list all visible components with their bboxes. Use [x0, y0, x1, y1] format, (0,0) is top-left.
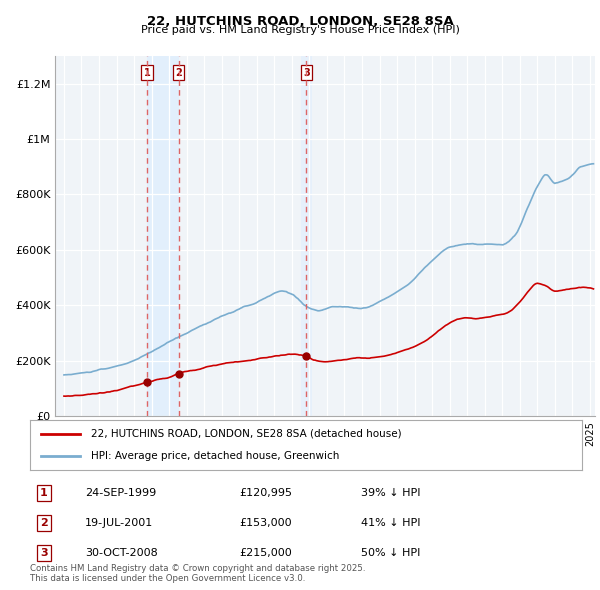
Text: 1: 1 [40, 488, 47, 498]
Text: 2: 2 [175, 68, 182, 78]
Bar [147, 56, 179, 416]
Text: 22, HUTCHINS ROAD, LONDON, SE28 8SA: 22, HUTCHINS ROAD, LONDON, SE28 8SA [146, 15, 454, 28]
Text: 50% ↓ HPI: 50% ↓ HPI [361, 548, 421, 558]
Text: 3: 3 [303, 68, 310, 78]
Text: 39% ↓ HPI: 39% ↓ HPI [361, 488, 421, 498]
Text: £120,995: £120,995 [240, 488, 293, 498]
Text: 30-OCT-2008: 30-OCT-2008 [85, 548, 158, 558]
Text: 3: 3 [40, 548, 47, 558]
Text: 1: 1 [143, 68, 150, 78]
Text: 22, HUTCHINS ROAD, LONDON, SE28 8SA (detached house): 22, HUTCHINS ROAD, LONDON, SE28 8SA (det… [91, 429, 401, 439]
Text: Contains HM Land Registry data © Crown copyright and database right 2025.
This d: Contains HM Land Registry data © Crown c… [30, 563, 365, 583]
Text: 19-JUL-2001: 19-JUL-2001 [85, 518, 154, 528]
Text: £215,000: £215,000 [240, 548, 293, 558]
Text: 41% ↓ HPI: 41% ↓ HPI [361, 518, 421, 528]
Text: £153,000: £153,000 [240, 518, 292, 528]
Text: 2: 2 [40, 518, 47, 528]
Text: Price paid vs. HM Land Registry's House Price Index (HPI): Price paid vs. HM Land Registry's House … [140, 25, 460, 35]
Text: HPI: Average price, detached house, Greenwich: HPI: Average price, detached house, Gree… [91, 451, 339, 461]
Bar [301, 56, 311, 416]
Text: 24-SEP-1999: 24-SEP-1999 [85, 488, 157, 498]
